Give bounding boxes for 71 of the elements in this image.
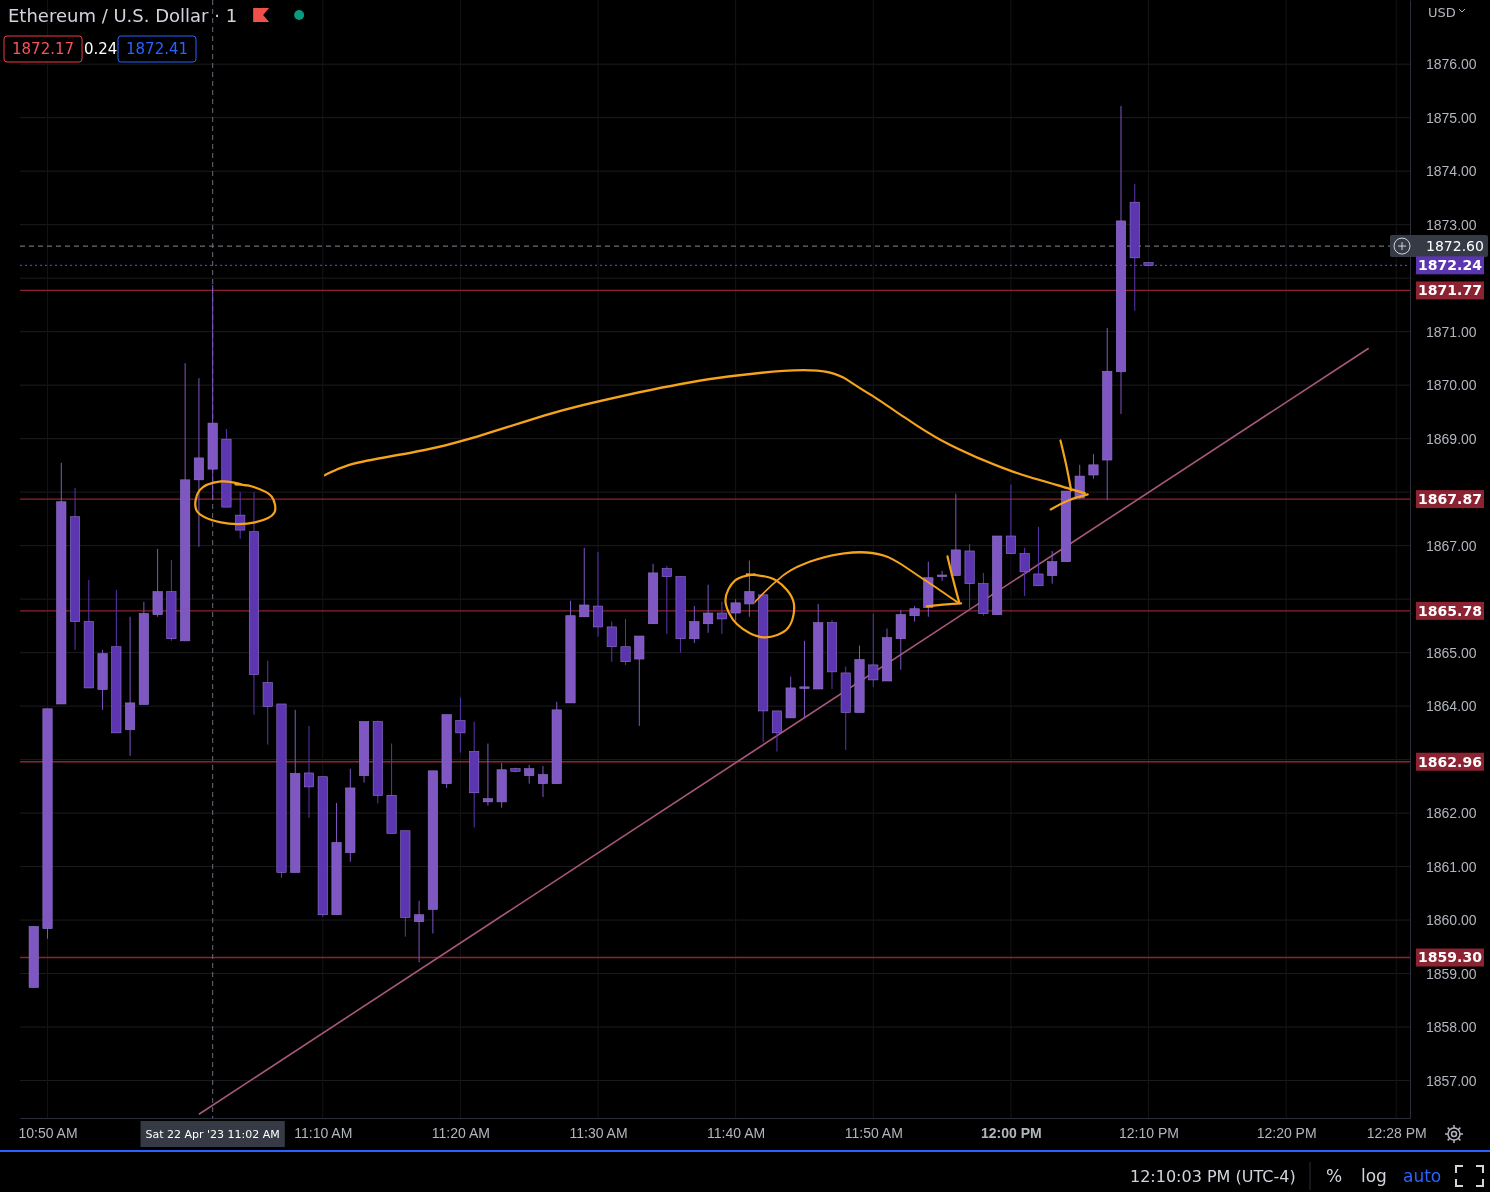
candlestick [579, 547, 590, 618]
y-tick-label: 1876.00 [1426, 56, 1477, 73]
candlestick [744, 560, 755, 618]
candlestick [868, 613, 879, 688]
candlestick [524, 764, 535, 785]
candlestick [689, 605, 700, 644]
text: USD [1428, 4, 1456, 20]
ref-line-label: 1872.24 [1418, 257, 1483, 274]
text: log [1361, 1165, 1387, 1186]
candlestick [1019, 547, 1030, 597]
y-tick-label: 1861.00 [1426, 858, 1477, 875]
candlestick [730, 598, 741, 622]
ref-line-label: 1865.78 [1418, 602, 1482, 619]
candlestick [593, 551, 603, 638]
candlestick [703, 584, 714, 634]
candlestick [1047, 550, 1058, 585]
y-tick-label: 1871.00 [1426, 323, 1477, 340]
candlestick [716, 601, 727, 635]
y-tick-label: 1859.00 [1426, 965, 1477, 982]
text: % [1326, 1165, 1343, 1186]
ref-line-label: 1871.77 [1418, 282, 1482, 299]
candlestick [1005, 484, 1016, 555]
y-tick-label: 1874.00 [1426, 163, 1477, 180]
candlestick [661, 565, 672, 635]
x-tick-label: 12:28 PM [1366, 1124, 1427, 1141]
y-tick-label: 1864.00 [1426, 698, 1477, 715]
chart-title: Ethereum / U.S. Dollar · 1 [8, 5, 238, 26]
text: 12:10:03 PM (UTC-4) [1130, 1166, 1296, 1186]
y-tick-label: 1867.00 [1426, 537, 1477, 554]
ref-line-label: 1862.96 [1418, 753, 1482, 770]
x-tick-label: 11:20 AM [431, 1124, 490, 1141]
candlestick [304, 725, 314, 819]
x-tick-label: 11:40 AM [707, 1124, 766, 1141]
x-tick-label: 12:10 PM [1119, 1124, 1179, 1141]
candlestick [620, 618, 631, 666]
candlestick [634, 635, 645, 727]
y-tick-label: 1857.00 [1426, 1072, 1477, 1089]
x-tick-label: 12:20 PM [1256, 1124, 1317, 1141]
y-tick-label: 1875.00 [1426, 109, 1477, 126]
annotation: 1872.17 [12, 40, 75, 59]
ref-line-label: 1867.87 [1418, 490, 1482, 507]
x-tick-label: 11:50 AM [844, 1124, 903, 1141]
candlestick [482, 743, 493, 807]
y-tick-label: 1870.00 [1426, 377, 1477, 394]
y-tick-label: 1865.00 [1426, 644, 1477, 661]
candlestick [455, 697, 466, 754]
y-tick-label: 1869.00 [1426, 430, 1477, 447]
y-tick-label: 1862.00 [1426, 805, 1477, 822]
candlestick [537, 765, 548, 798]
annotation: 1872.41 [126, 40, 189, 59]
ref-line-label: Sat 22 Apr '23 11:02 AM [145, 1127, 280, 1141]
candlestick [1033, 526, 1044, 587]
x-tick-label: 11:10 AM [294, 1124, 353, 1141]
candlestick [606, 621, 617, 663]
candlestick [193, 377, 204, 548]
candlestick [1088, 453, 1099, 480]
candlestick [799, 640, 810, 719]
candlestick [152, 548, 163, 618]
ref-line-label: 1872.60 [1426, 237, 1484, 254]
x-tick-label: 10:50 AM [18, 1124, 78, 1141]
x-tick-label: 12:00 PM [981, 1124, 1042, 1141]
candlestick [937, 570, 948, 582]
candlestick [771, 710, 782, 753]
y-tick-label: 1860.00 [1426, 912, 1477, 929]
annotation: 0.24 [84, 40, 118, 59]
y-tick-label: 1873.00 [1426, 216, 1477, 233]
y-tick-label: 1858.00 [1426, 1019, 1477, 1036]
ref-line-label: 1859.30 [1418, 949, 1483, 966]
candlestick [414, 900, 425, 963]
text: auto [1403, 1165, 1442, 1186]
x-tick-label: 11:30 AM [569, 1124, 628, 1141]
